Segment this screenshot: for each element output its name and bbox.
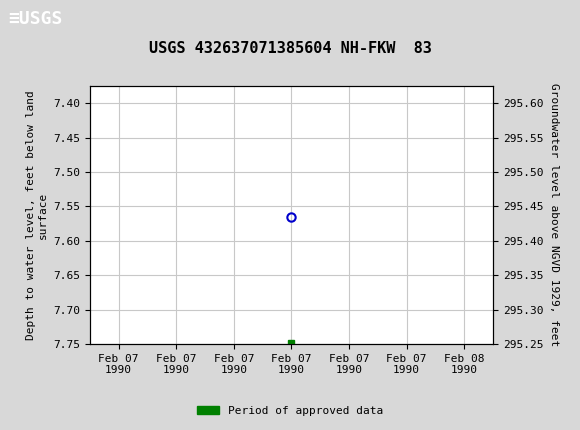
Y-axis label: Groundwater level above NGVD 1929, feet: Groundwater level above NGVD 1929, feet <box>549 83 559 347</box>
Text: ≡USGS: ≡USGS <box>9 10 63 28</box>
Legend: Period of approved data: Period of approved data <box>193 401 387 420</box>
Y-axis label: Depth to water level, feet below land
surface: Depth to water level, feet below land su… <box>26 90 48 340</box>
Text: USGS 432637071385604 NH-FKW  83: USGS 432637071385604 NH-FKW 83 <box>148 41 432 56</box>
